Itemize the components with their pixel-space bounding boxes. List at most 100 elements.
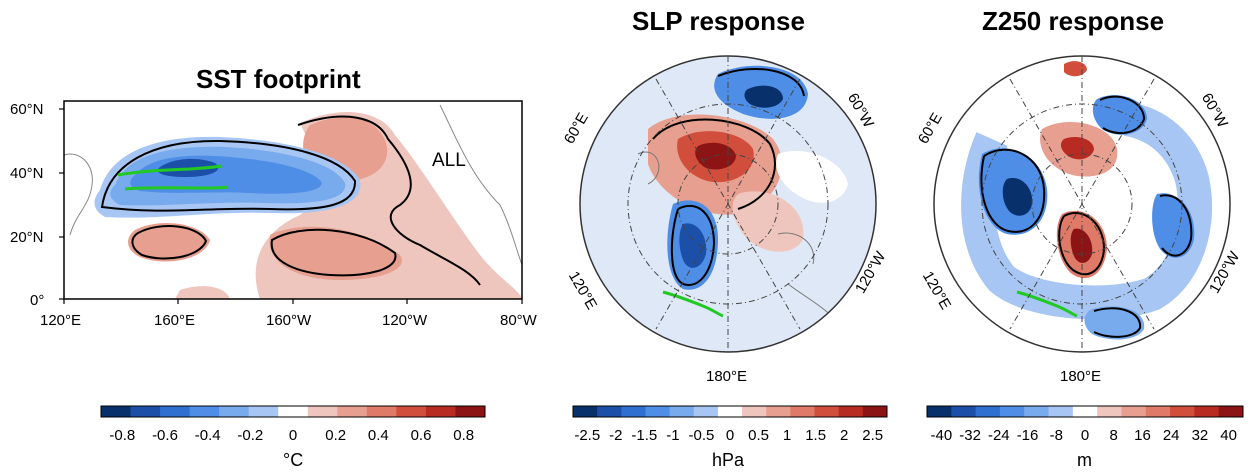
colorbar-swatch [621, 406, 646, 417]
sst-contour-west [131, 225, 208, 260]
colorbar-swatch [838, 406, 864, 417]
sst-xtick-120e: 120°E [40, 312, 82, 329]
sst-warm-south [175, 286, 230, 299]
sst-ytick-20n: 20°N [10, 229, 44, 246]
colorbar-tick-label: 0.2 [325, 427, 346, 444]
colorbar-frame [572, 405, 888, 418]
colorbar-frame [100, 405, 486, 418]
colorbar-swatch [975, 406, 1001, 417]
z250-high-south-core [1070, 228, 1093, 263]
sst-title: SST footprint [196, 64, 361, 94]
colorbar-swatch [1024, 406, 1050, 417]
colorbar-frame [926, 405, 1244, 418]
z250-storm-track [1016, 290, 1078, 318]
slp-contours [652, 68, 805, 286]
colorbar-tick-label: -0.5 [689, 427, 715, 444]
sst-xtick-80w: 80°W [500, 312, 537, 329]
colorbar-swatch [337, 406, 368, 417]
colorbar-tick-label: 0 [289, 427, 297, 444]
sst-contour-warm [297, 115, 481, 286]
colorbar-swatch [693, 406, 719, 417]
colorbar-swatch [366, 406, 397, 417]
colorbar-swatch [219, 406, 250, 417]
colorbar-swatch [101, 406, 132, 417]
slp-title: SLP response [632, 6, 805, 36]
colorbar-swatch [455, 406, 486, 417]
z250-low-south [1084, 306, 1145, 340]
sst-colorbar-unit: °C [283, 450, 304, 470]
colorbar-tick-label: -1.5 [631, 427, 657, 444]
colorbar-tick-label: 0.5 [748, 427, 769, 444]
colorbar-tick-label: -24 [988, 427, 1010, 444]
colorbar-tick-label: 24 [1163, 427, 1180, 444]
colorbar-swatch [1097, 406, 1122, 417]
slp-high-east [732, 191, 804, 252]
colorbar-swatch [396, 406, 427, 417]
colorbar-swatch [573, 406, 598, 417]
colorbar-swatch [999, 406, 1025, 417]
colorbar-swatch [951, 406, 977, 417]
colorbar-tick-label: -0.8 [109, 427, 135, 444]
z250-title: Z250 response [982, 6, 1165, 36]
colorbar-swatch [130, 406, 161, 417]
colorbar-tick-label: -2.5 [574, 427, 600, 444]
colorbar-swatch [814, 406, 840, 417]
colorbar-tick-label: 0 [726, 427, 734, 444]
z250-lon-180e: 180°E [1060, 368, 1102, 385]
colorbar-tick-label: -32 [959, 427, 981, 444]
sst-storm-track-2 [124, 185, 229, 191]
colorbar-swatch [927, 406, 952, 417]
sst-contour-sub [270, 228, 397, 277]
colorbar-swatch [1170, 406, 1195, 417]
colorbar-tick-label: 2 [840, 427, 848, 444]
colorbar-tick-label: 16 [1134, 427, 1151, 444]
colorbar-swatch [1194, 406, 1220, 417]
slp-low-west-core [679, 223, 707, 268]
z250-map [933, 55, 1231, 353]
slp-colorbar-unit: hPa [712, 450, 745, 470]
colorbar-tick-label: 0.8 [453, 427, 474, 444]
colorbar-tick-label: 1 [783, 427, 791, 444]
sst-warm-sub [269, 226, 402, 280]
z250-high-top [1064, 61, 1087, 77]
colorbar-swatch [160, 406, 191, 417]
z250-ring-neg [961, 102, 1212, 320]
colorbar-tick-label: -1 [666, 427, 679, 444]
colorbar-swatch [742, 406, 767, 417]
slp-map [579, 55, 877, 353]
colorbar-tick-label: 0.4 [368, 427, 389, 444]
slp-high-inner [695, 142, 736, 170]
slp-colorbar: -2.5 -2 -1.5 -1 -0.5 0 0.5 1 1.5 2 2.5 [572, 405, 888, 444]
colorbar-swatch [645, 406, 671, 417]
z250-colorbar: -40 -32 -24 -16 -8 0 8 16 24 32 40 [926, 405, 1244, 444]
sst-coastline [64, 104, 522, 266]
colorbar-swatch [278, 406, 309, 417]
colorbar-swatch [1145, 406, 1171, 417]
colorbar-swatch [766, 406, 791, 417]
colorbar-swatch [1218, 406, 1244, 417]
colorbar-tick-label: 0.6 [411, 427, 432, 444]
colorbar-tick-label: 1.5 [805, 427, 826, 444]
z250-low-north [1092, 95, 1147, 135]
colorbar-tick-label: -0.6 [152, 427, 178, 444]
sst-xtick-160w: 160°W [266, 312, 312, 329]
slp-lon-180e: 180°E [706, 368, 748, 385]
z250-colorbar-unit: m [1077, 450, 1092, 470]
z250-contours [980, 95, 1193, 338]
colorbar-swatch [717, 406, 743, 417]
sst-ytick-40n: 40°N [10, 165, 44, 182]
sst-contour-cold [100, 139, 357, 212]
colorbar-tick-label: -0.2 [237, 427, 263, 444]
sst-storm-track-1 [117, 164, 223, 177]
colorbar-swatch [862, 406, 888, 417]
colorbar-swatch [669, 406, 695, 417]
slp-low-north-core [744, 85, 783, 108]
colorbar-tick-label: -8 [1050, 427, 1063, 444]
colorbar-tick-label: 0 [1081, 427, 1089, 444]
colorbar-swatch [189, 406, 220, 417]
z250-low-west-core [1002, 178, 1033, 216]
colorbar-tick-label: -0.4 [195, 427, 221, 444]
z250-low-east [1152, 193, 1195, 258]
colorbar-swatch [1048, 406, 1074, 417]
sst-xtick-120w: 120°W [382, 312, 428, 329]
